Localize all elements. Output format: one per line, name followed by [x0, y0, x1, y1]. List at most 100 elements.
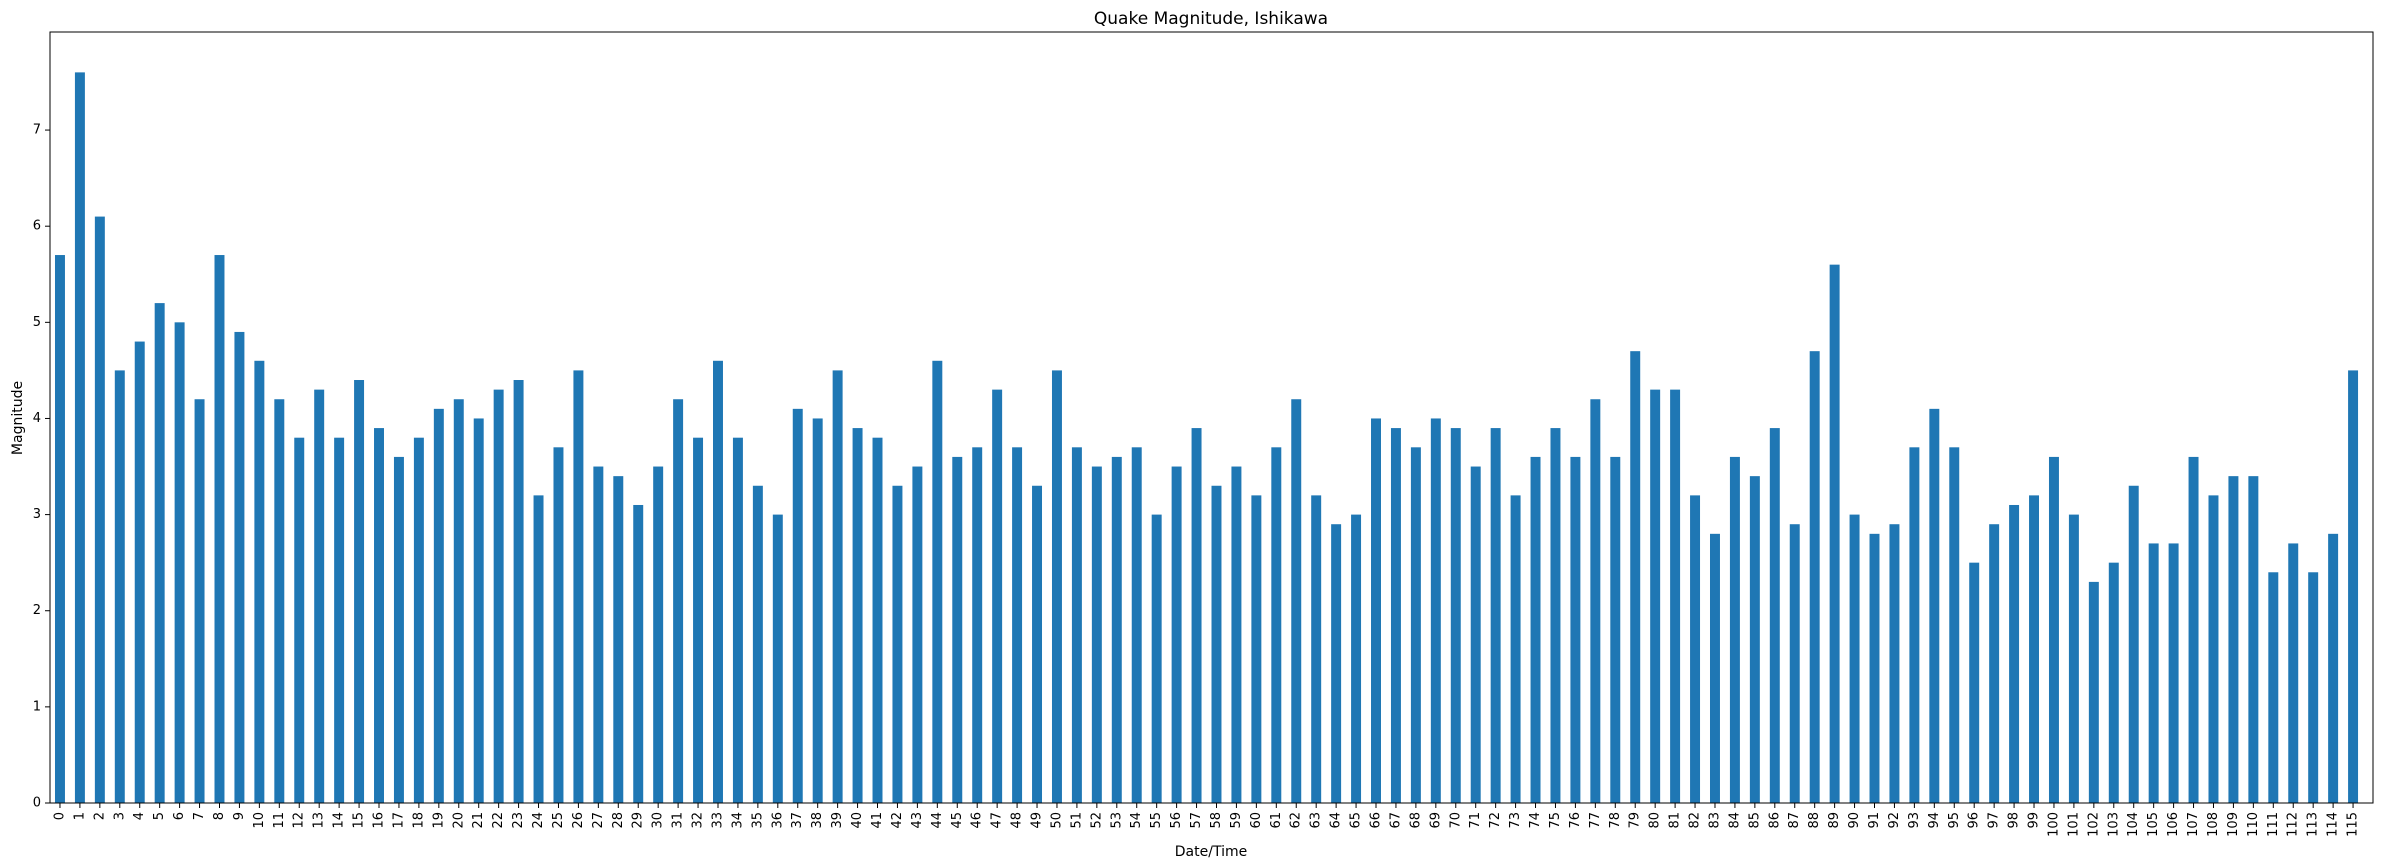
x-tick-label: 16: [372, 812, 387, 829]
x-tick-label: 109: [2226, 812, 2241, 837]
bar: [633, 504, 644, 803]
x-tick-label: 67: [1388, 812, 1403, 829]
bar: [1311, 495, 1322, 803]
x-tick-label: 92: [1887, 812, 1902, 829]
x-tick-label: 46: [970, 812, 985, 829]
bar: [194, 399, 205, 803]
x-tick-label: 80: [1648, 812, 1663, 829]
x-tick-label: 19: [431, 812, 446, 829]
x-tick-label: 75: [1548, 812, 1563, 829]
y-axis-ticks: 0 1 2 3 4 5 6 7: [33, 123, 50, 811]
bar: [114, 370, 125, 803]
x-tick-label: 21: [471, 812, 486, 829]
y-tick-label: 5: [33, 315, 41, 330]
x-tick-label: 60: [1249, 812, 1264, 829]
x-tick-label: 115: [2346, 812, 2361, 837]
bar: [94, 216, 105, 803]
x-tick-label: 33: [710, 812, 725, 829]
x-tick-label: 42: [890, 812, 905, 829]
x-tick-label: 45: [950, 812, 965, 829]
x-tick-label: 63: [1309, 812, 1324, 829]
x-tick-label: 34: [730, 812, 745, 829]
bar: [852, 428, 863, 803]
x-tick-label: 104: [2126, 812, 2141, 837]
bar: [1151, 514, 1162, 803]
x-tick-label: 90: [1847, 812, 1862, 829]
y-tick-label: 6: [33, 219, 41, 234]
x-tick-label: 18: [411, 812, 426, 829]
bar: [952, 456, 963, 803]
x-tick-label: 10: [252, 812, 267, 829]
bar: [2168, 543, 2179, 803]
bar: [234, 331, 245, 803]
x-tick-label: 58: [1209, 812, 1224, 829]
bar-series: [54, 72, 2359, 804]
bar: [932, 360, 943, 803]
x-tick-label: 73: [1508, 812, 1523, 829]
bar: [1470, 466, 1481, 803]
x-tick-label: 84: [1727, 812, 1742, 829]
bar: [1331, 524, 1342, 803]
bar: [1929, 408, 1940, 803]
x-tick-label: 49: [1030, 812, 1045, 829]
x-tick-label: 108: [2206, 812, 2221, 837]
x-tick-label: 51: [1069, 812, 1084, 829]
bar: [2228, 476, 2239, 803]
x-tick-label: 26: [571, 812, 586, 829]
bar: [1251, 495, 1262, 803]
x-tick-label: 11: [272, 812, 287, 829]
bar: [832, 370, 843, 803]
bar: [593, 466, 604, 803]
x-tick-label: 91: [1867, 812, 1882, 829]
bar: [772, 514, 783, 803]
x-tick-label: 30: [651, 812, 666, 829]
x-tick-label: 74: [1528, 812, 1543, 829]
x-tick-label: 52: [1089, 812, 1104, 829]
x-tick-label: 93: [1907, 812, 1922, 829]
bar: [2288, 543, 2299, 803]
bar: [254, 360, 265, 803]
y-tick-label: 2: [33, 603, 41, 618]
bar: [2348, 370, 2359, 803]
bar: [1111, 456, 1122, 803]
bar: [1071, 447, 1082, 803]
bar: [1949, 447, 1960, 803]
x-tick-label: 85: [1747, 812, 1762, 829]
x-axis-ticks: 0 1 2 3 4 5 6 7 8 9 10 11 12 13 14 15 16 17 18 19 20 21 22 23 24…: [52, 803, 2361, 837]
bar: [613, 476, 624, 803]
x-tick-label: 69: [1428, 812, 1443, 829]
bar: [693, 437, 704, 803]
bar: [493, 389, 504, 803]
x-tick-label: 101: [2066, 812, 2081, 837]
x-tick-label: 102: [2086, 812, 2101, 837]
bar: [1191, 428, 1202, 803]
bar: [2268, 572, 2279, 803]
y-tick-label: 0: [33, 796, 41, 811]
bar: [1989, 524, 2000, 803]
x-tick-label: 47: [990, 812, 1005, 829]
x-tick-label: 70: [1448, 812, 1463, 829]
bar: [1131, 447, 1142, 803]
bar: [1670, 389, 1681, 803]
x-tick-label: 15: [352, 812, 367, 829]
bar: [1211, 485, 1222, 803]
bar: [2029, 495, 2040, 803]
x-tick-label: 112: [2286, 812, 2301, 837]
bar: [1550, 428, 1561, 803]
bar: [2088, 581, 2099, 803]
x-tick-label: 86: [1767, 812, 1782, 829]
x-tick-label: 56: [1169, 812, 1184, 829]
bar: [1371, 418, 1381, 803]
x-tick-label: 62: [1289, 812, 1304, 829]
bar: [1829, 264, 1840, 803]
bar: [2188, 456, 2199, 803]
bar: [1709, 533, 1720, 803]
x-tick-label: 39: [830, 812, 845, 829]
x-tick-label: 37: [790, 812, 805, 829]
bar: [374, 428, 384, 803]
x-tick-label: 3: [112, 812, 127, 820]
bar: [1650, 389, 1661, 803]
y-tick-label: 7: [33, 123, 41, 138]
bar: [2108, 562, 2119, 803]
x-tick-label: 76: [1568, 812, 1583, 829]
